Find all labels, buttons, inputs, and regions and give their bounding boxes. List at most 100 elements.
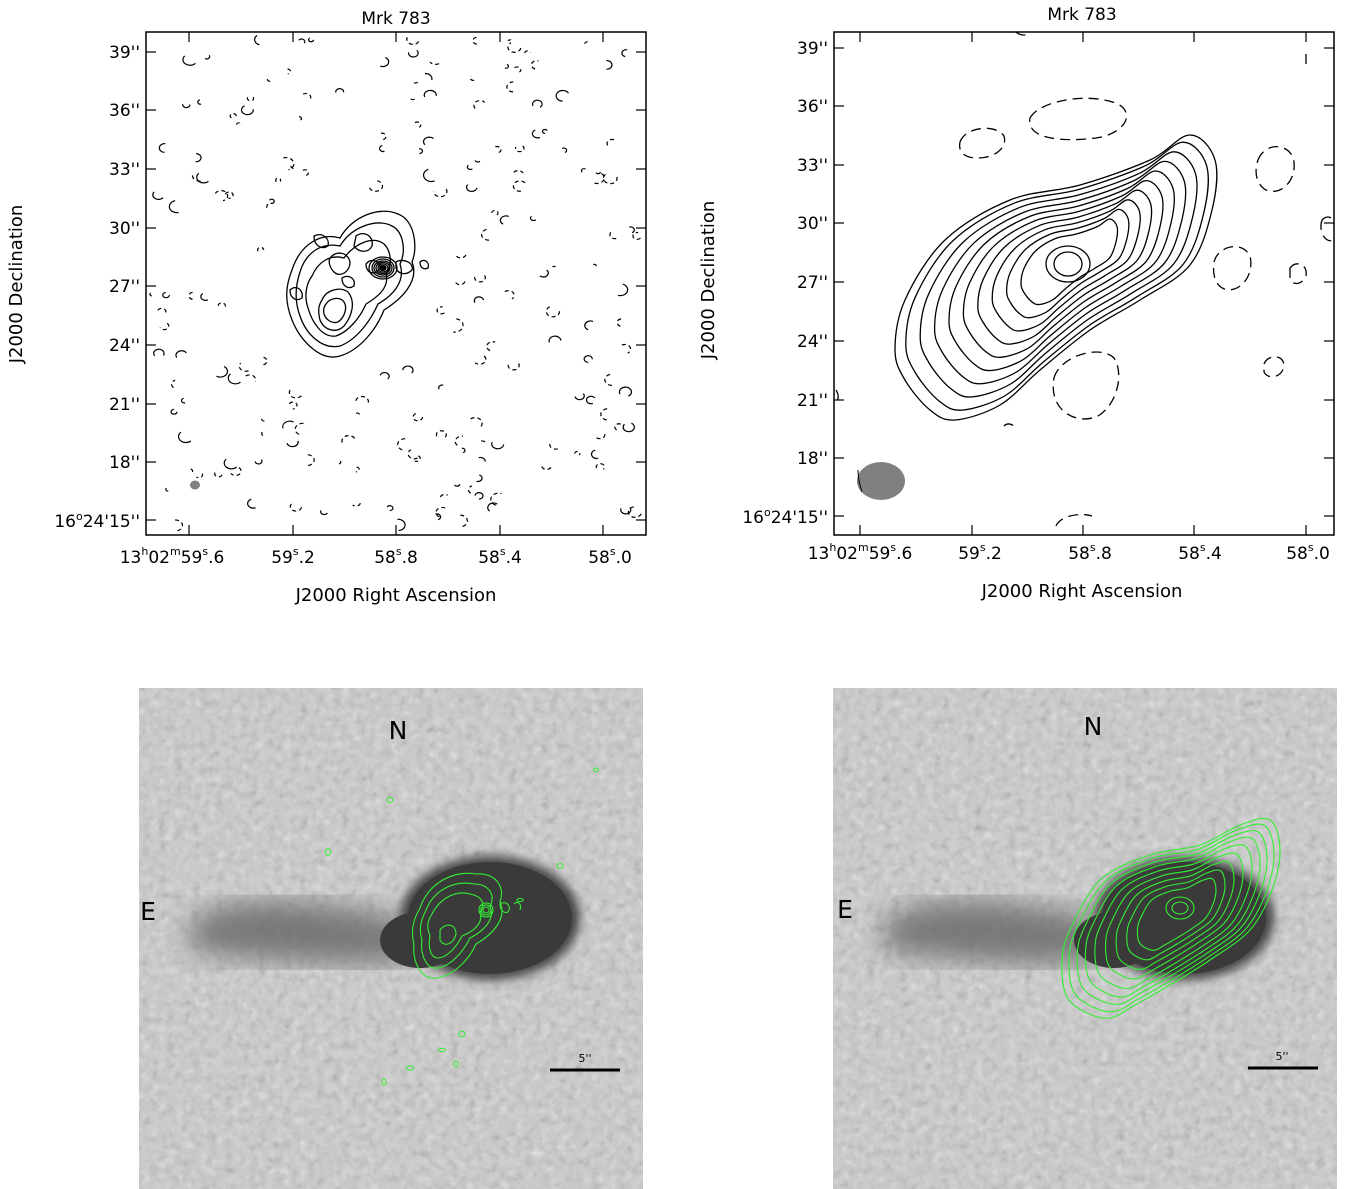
noise-contour: [473, 100, 486, 109]
x-tick-label: 58s.4: [478, 545, 522, 568]
overlay-contours: [1061, 817, 1281, 1019]
noise-contour: [402, 365, 414, 374]
x-tick-label: 13h02m59s.6: [808, 541, 913, 564]
noise-contour: [593, 263, 597, 267]
contour-peak: [1053, 251, 1083, 277]
noise-contour: [513, 170, 524, 174]
east-label: E: [837, 895, 853, 924]
noise-contour: [419, 147, 424, 155]
noise-contour: [481, 228, 490, 241]
panel-bottom-right: N E 5'': [833, 688, 1337, 1189]
noise-contour: [217, 302, 226, 309]
source-contours: [894, 134, 1218, 421]
noise-contour: [621, 49, 628, 58]
noise-contour: [407, 49, 419, 58]
noise-contour: [435, 513, 442, 521]
noise-contour: [552, 265, 556, 268]
overlay-contour-level: [1136, 877, 1217, 951]
y-tick-label: 18'': [109, 453, 140, 473]
noise-contour: [616, 318, 624, 327]
noise-contour: [254, 34, 260, 46]
contour-level: [948, 170, 1175, 372]
noise-contour: [266, 202, 272, 209]
y-tick-label: 27'': [109, 277, 140, 297]
noise-contour: [478, 456, 486, 462]
noise-contour: [595, 171, 601, 175]
noise-contour: [196, 473, 204, 479]
noise-contour: [406, 37, 420, 45]
noise-contour: [380, 132, 387, 141]
noise-contour: [539, 269, 549, 278]
contour-level: [894, 134, 1218, 421]
noise-contour: [282, 420, 294, 429]
overlay-contour-peak: [1171, 901, 1189, 915]
noise-contour: [180, 397, 186, 404]
y-tick-label: 18'': [797, 449, 828, 469]
noise-contour: [407, 449, 418, 460]
y-tick-label-first: 16o24'15'': [742, 506, 828, 528]
noise-contour: [335, 88, 345, 93]
overlay-contours: [411, 872, 522, 979]
noise-contour: [632, 231, 641, 240]
noise-contour: [614, 423, 622, 431]
y-tick-label: 27'': [797, 273, 828, 293]
contour-level: [1020, 218, 1119, 306]
noise-contour: [182, 103, 191, 109]
y-tick-label: 30'': [109, 219, 140, 239]
noise-contour: [486, 341, 496, 352]
noise-contour: [355, 395, 370, 406]
noise-contour: [438, 1047, 446, 1053]
overlay-noise-contours: [324, 767, 599, 1086]
noise-contour: [495, 145, 502, 154]
y-tick-label: 33'': [797, 156, 828, 176]
noise-contour: [524, 50, 531, 54]
noise-contour: [254, 459, 263, 465]
noise-contour: [230, 467, 242, 477]
noise-contour: [515, 145, 525, 153]
noise-contour: [458, 1030, 466, 1038]
noise-contour: [574, 393, 585, 401]
noise-contour: [516, 897, 524, 903]
noise-contour: [381, 1078, 387, 1086]
noise-contour: [604, 373, 612, 386]
noise-contour: [294, 422, 307, 435]
plot-frame: [833, 31, 1335, 536]
noise-contour: [531, 99, 543, 108]
noise-contour: [290, 164, 295, 169]
noise-contour: [324, 848, 332, 856]
noise-contour: [165, 487, 169, 492]
overlay-contour-level: [1115, 860, 1235, 970]
noise-contour: [432, 188, 448, 198]
noise-contour: [469, 75, 475, 82]
noise-contour: [341, 434, 356, 443]
noise-contour: [379, 57, 390, 68]
noise-contour: [378, 145, 385, 153]
noise-contour: [175, 519, 184, 532]
noise-contour: [606, 59, 613, 70]
contour-level: [991, 199, 1141, 332]
x-tick-label: 58s.4: [1178, 541, 1222, 564]
noise-contour: [556, 863, 564, 869]
noise-contour: [474, 355, 487, 365]
panel-bottom-left: N E 5'': [139, 688, 643, 1189]
noise-contour: [622, 422, 635, 433]
noise-contour: [286, 440, 299, 448]
y-tick-labels: 39'' 36'' 33'' 30'' 27'' 24'' 21'' 18'' …: [742, 39, 828, 528]
noise-contour: [152, 191, 164, 200]
noise-contour: [190, 468, 194, 474]
scale-label: 5'': [1275, 1050, 1288, 1063]
noise-contour: [629, 226, 635, 234]
noise-contour: [287, 68, 292, 75]
north-label: N: [1084, 712, 1103, 741]
noise-contour: [542, 128, 548, 134]
panel-title: Mrk 783: [361, 9, 430, 29]
x-axis-label: J2000 Right Ascension: [981, 581, 1183, 602]
noise-contour: [298, 116, 303, 121]
y-tick-label: 24'': [109, 336, 140, 356]
noise-contour: [562, 147, 568, 154]
tick-marks: [834, 32, 1334, 535]
noise-contour: [229, 112, 237, 119]
noise-contour: [507, 362, 520, 371]
x-tick-label: 13h02m59s.6: [120, 545, 225, 568]
noise-contour: [260, 356, 268, 366]
